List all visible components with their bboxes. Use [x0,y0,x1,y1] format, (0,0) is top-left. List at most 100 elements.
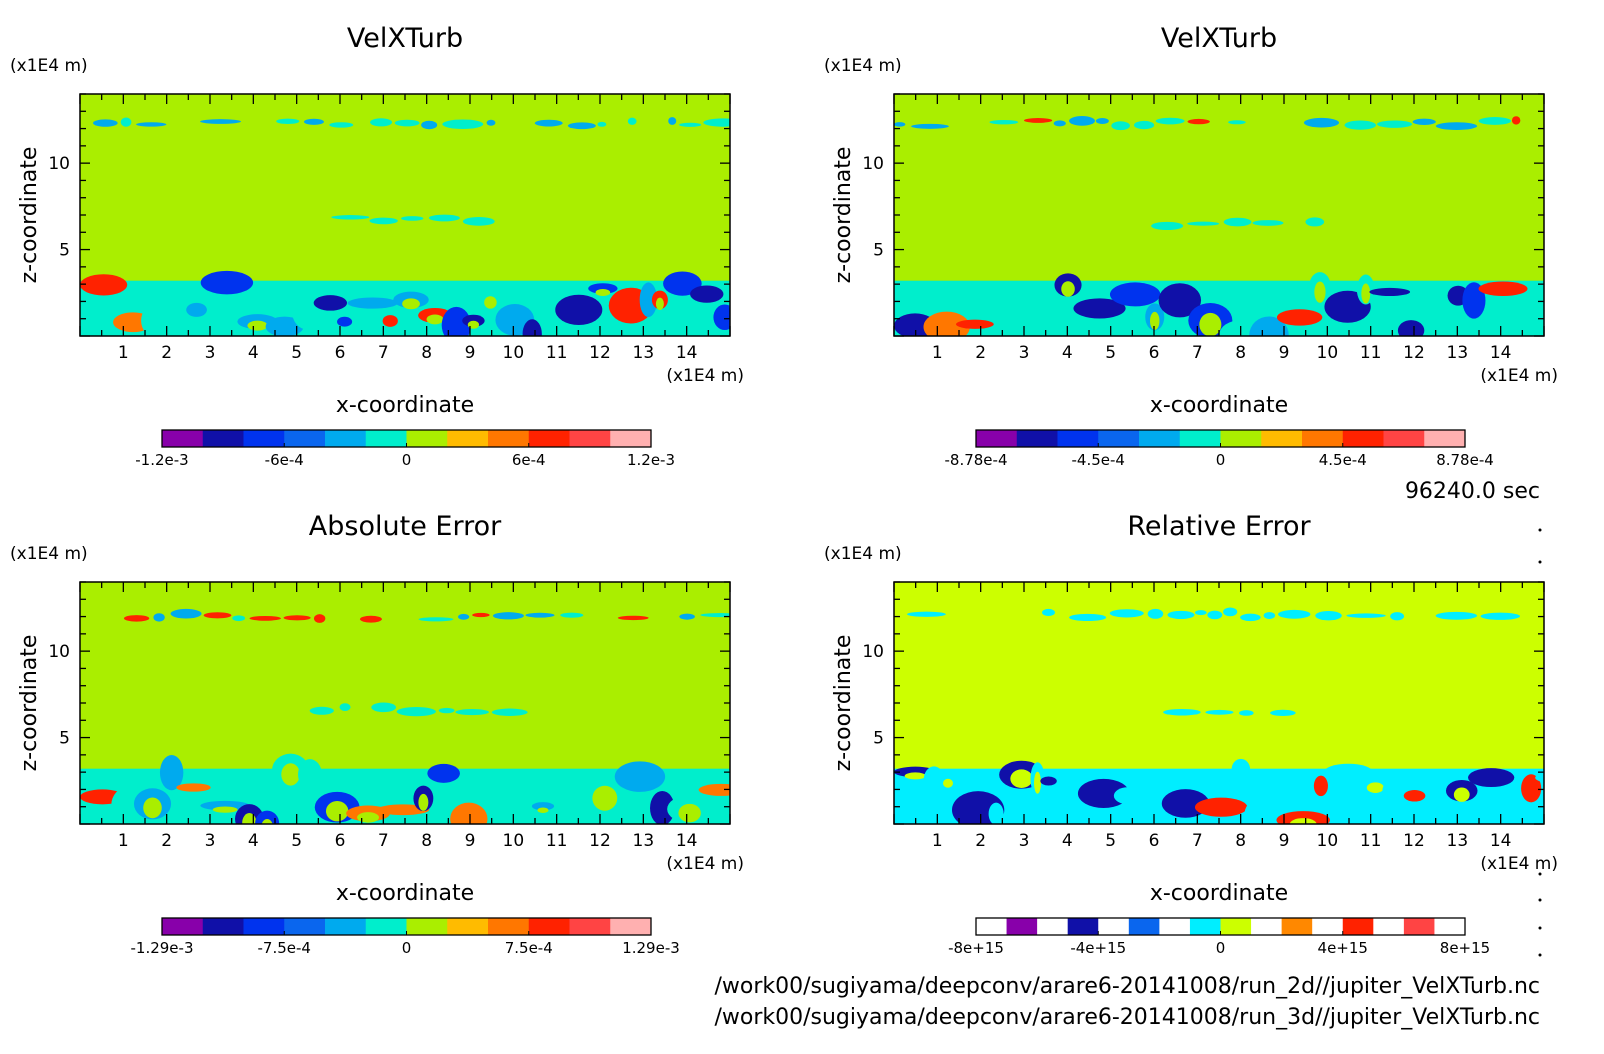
contour-blob [1163,708,1201,716]
contour-blob [1223,607,1238,617]
margin-dot [1538,898,1542,902]
y-tick-label: 10 [48,642,70,662]
contour-blob [331,215,370,220]
colorbar-swatch [243,430,285,447]
contour-blob [450,802,488,824]
contour-blob [1249,316,1289,336]
contour-blob [1403,790,1426,802]
panels-group: VelXTurb(x1E4 m)1 2 3 4 5 6 7 8 9 10 11 12 13 14510(x… [10,23,1558,957]
contour-blob [1194,610,1207,616]
contour-blob [247,320,268,331]
x-tick-label: 4 [248,831,259,851]
contour-blob [357,812,380,823]
x-tick-label: 2 [161,831,172,851]
colorbar-label: -7.5e-4 [258,939,311,957]
contour-blob [484,296,497,309]
contour-blob [457,613,470,620]
colorbar-swatch [1281,918,1313,935]
contour-blob [1478,281,1528,296]
x-tick-label: 4 [248,343,259,363]
x-tick-label: 12 [1403,343,1425,363]
contour-blob [650,790,675,824]
colorbar-label: 0 [402,451,412,469]
contour-blob [337,316,353,327]
contour-blob [376,804,430,816]
contour-blob [1289,818,1317,824]
x-tick-label: 1 [932,831,943,851]
colorbar-label: -8.78e-4 [945,451,1008,469]
contour-blob [1073,298,1126,319]
contour-blob [298,759,322,790]
colorbar-label: 0 [1216,451,1226,469]
contour-blob [703,118,730,127]
time-label: 96240.0 sec [1405,479,1540,504]
colorbar-swatch [365,430,407,447]
x-tick-label: 8 [421,343,432,363]
y-axis-label: z-coordinate [17,147,42,284]
contour-blob [421,120,438,130]
colorbar-swatch [976,918,1008,935]
contour-blob [281,763,300,786]
margin-dots [1538,528,1542,957]
contour-blob [700,613,730,618]
contour-blob [371,702,397,713]
x-tick-label: 9 [1279,831,1290,851]
contour-blob [943,778,953,788]
colorbar-swatch [1139,430,1181,447]
chart-title: Relative Error [1127,511,1311,542]
x-tick-label: 5 [1105,831,1116,851]
contour-blob [1023,118,1053,123]
contour-blob [200,270,254,295]
contour-blob [525,612,555,618]
contour-blob [1149,311,1160,330]
x-tick-label: 14 [676,831,698,851]
contour-blob [1155,117,1185,125]
colorbar-swatch [406,918,448,935]
contour-blob [491,708,528,716]
contour-blob [159,755,184,791]
x-tick-label: 9 [1279,343,1290,363]
contour-blob [111,787,144,824]
contour-blob [428,214,460,222]
colorbar-label: -6e-4 [265,451,304,469]
y-tick-label: 5 [873,241,884,261]
x-tick-label: 7 [378,343,389,363]
colorbar-swatch [1057,430,1099,447]
x-tick-label: 14 [1490,343,1512,363]
contour-blob [989,119,1019,125]
colorbar-swatch [610,430,652,447]
contour-blob [1151,221,1184,231]
contour-blob [588,283,618,294]
colorbar-swatch [1179,430,1221,447]
x-axis-label: x-coordinate [336,393,474,418]
x-tick-label: 6 [335,343,346,363]
contour-blob [597,121,607,127]
contour-blob [1033,771,1042,794]
colorbar-swatch [1098,918,1130,935]
x-tick-label: 9 [465,343,476,363]
contour-blob [663,271,702,296]
colorbar-swatch [1373,918,1405,935]
contour-blob [492,612,524,620]
contour-blob [907,611,946,617]
contour-blob [1435,122,1478,130]
contour-blob [426,314,444,325]
colorbar-swatch [1342,918,1374,935]
contour-blob [486,119,496,126]
colorbar-swatch [162,430,204,447]
contour-blob [1377,120,1413,128]
contour-blob [303,118,324,125]
x-tick-label: 5 [291,343,302,363]
colorbar-label: -1.2e-3 [135,451,188,469]
x-tick-label: 7 [1192,831,1203,851]
contour-blob [1109,609,1144,618]
x-tick-label: 7 [378,831,389,851]
contour-blob [1346,613,1386,618]
contour-blob [1303,117,1340,128]
colorbar-swatch [284,430,326,447]
contour-blob [382,315,398,327]
contour-blob [1361,283,1371,304]
contour-blob [1053,120,1066,127]
contour-blob [472,612,490,618]
contour-blob [679,613,695,620]
